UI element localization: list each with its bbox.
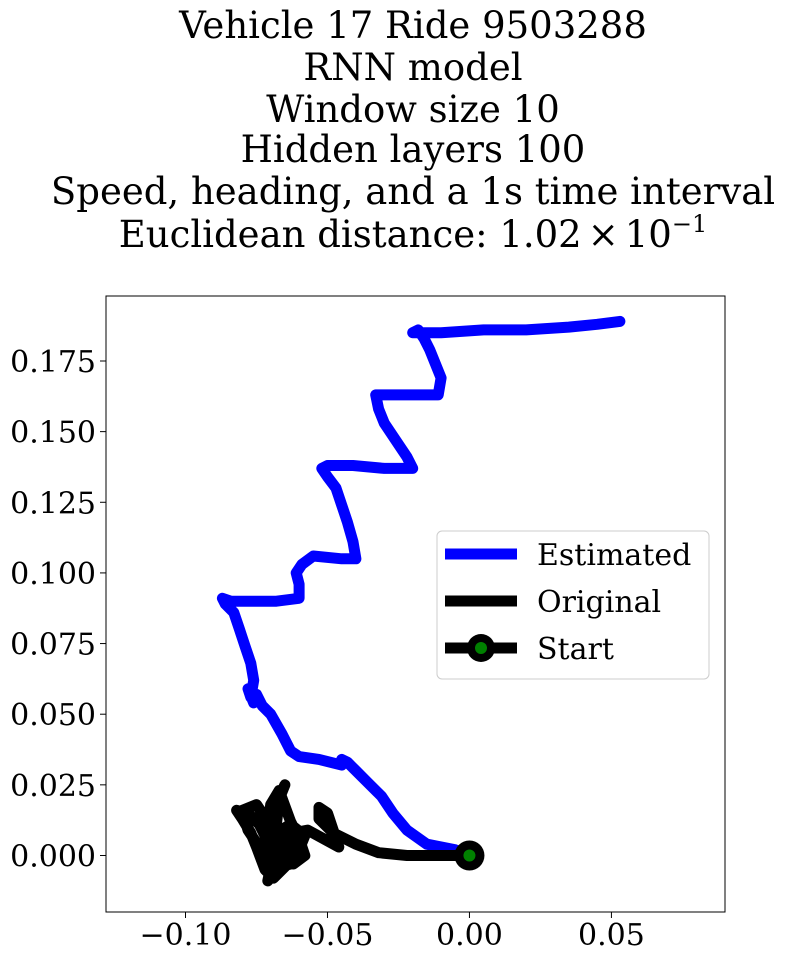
y-tick-label: 0.175 — [10, 345, 96, 380]
title-line-4: Hidden layers 100 — [241, 128, 586, 171]
series-line-original — [231, 779, 475, 887]
title-line-3: Window size 10 — [266, 88, 560, 131]
title-line-2: RNN model — [303, 46, 522, 89]
title-metric-times: × — [588, 213, 619, 256]
title-metric-mantissa: 1.02 — [499, 213, 581, 256]
start-marker-inner — [463, 849, 476, 862]
y-tick-label: 0.025 — [10, 769, 96, 804]
y-tick-label: 0.000 — [10, 839, 96, 874]
legend-marker-start-inner — [475, 642, 487, 654]
chart-title: Vehicle 17 Ride 9503288 RNN model Window… — [51, 4, 775, 256]
y-tick-label: 0.050 — [10, 698, 96, 733]
x-tick-label: −0.05 — [282, 918, 374, 953]
x-tick-label: 0.05 — [578, 918, 645, 953]
x-tick-label: −0.10 — [140, 918, 232, 953]
legend-item-estimated: Estimated — [445, 538, 691, 573]
title-line-5: Speed, heading, and a 1s time interval — [51, 170, 775, 213]
y-tick-label: 0.100 — [10, 557, 96, 592]
title-metric: Euclidean distance: 1.02 × 10−1 — [119, 210, 707, 256]
legend: Estimated Original Start — [436, 530, 710, 680]
legend-label-original: Original — [537, 585, 661, 620]
y-tick-label: 0.075 — [10, 628, 96, 663]
y-tick-label: 0.150 — [10, 416, 96, 451]
ticks-layer: −0.10 −0.05 0.00 0.05 0.000 0.025 0.050 0.075 0.… — [10, 345, 645, 953]
plot-frame — [105, 295, 726, 913]
legend-box — [436, 530, 710, 680]
title-metric-exponent: −1 — [672, 210, 707, 238]
y-tick-label: 0.125 — [10, 486, 96, 521]
legend-item-original: Original — [445, 585, 661, 620]
x-tick-label: 0.00 — [436, 918, 503, 953]
legend-item-start: Start — [445, 632, 614, 667]
title-metric-prefix: Euclidean distance: — [119, 213, 500, 256]
legend-label-estimated: Estimated — [537, 538, 691, 573]
legend-label-start: Start — [537, 632, 614, 667]
title-metric-base: 10 — [625, 213, 672, 256]
title-line-1: Vehicle 17 Ride 9503288 — [178, 4, 647, 47]
series-line-estimated — [216, 315, 626, 861]
series-layer — [216, 315, 626, 887]
